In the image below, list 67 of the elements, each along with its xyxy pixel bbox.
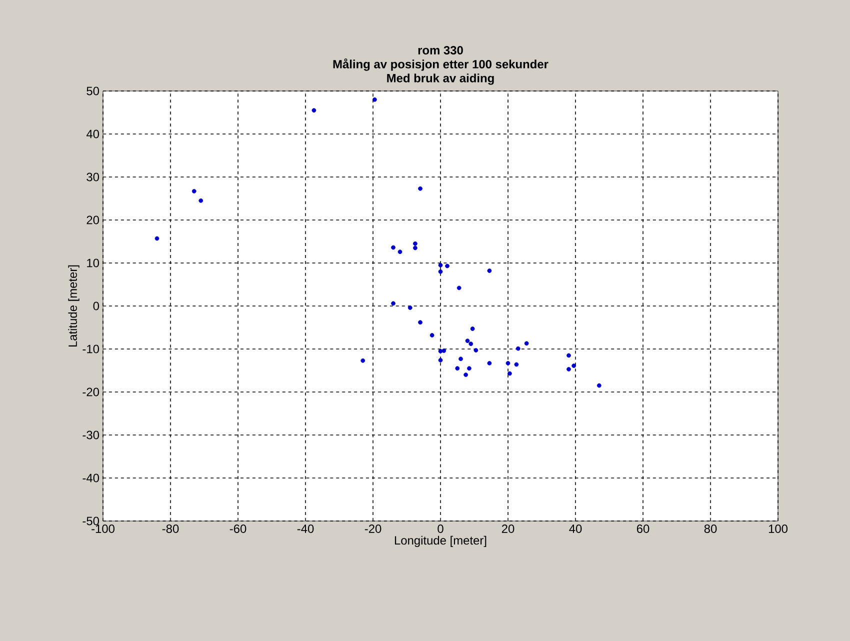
- point: [458, 356, 463, 362]
- point: [596, 383, 602, 388]
- chart-title: rom 330: [418, 46, 463, 55]
- point: [442, 348, 446, 353]
- point: [566, 353, 571, 358]
- point: [524, 341, 529, 346]
- x-tick-label: -100: [92, 524, 114, 533]
- point: [438, 348, 443, 354]
- point: [430, 333, 434, 338]
- point: [418, 186, 422, 191]
- point: [508, 371, 512, 376]
- point: [372, 97, 377, 102]
- y-tick-label: 40: [86, 130, 100, 138]
- point: [566, 367, 571, 372]
- x-tick-label: -40: [297, 524, 314, 533]
- point: [464, 372, 468, 377]
- x-tick-label: 100: [768, 524, 788, 533]
- point: [413, 241, 418, 246]
- y-tick-label: -40: [82, 474, 100, 482]
- x-tick-label: -80: [162, 524, 179, 533]
- point: [487, 360, 492, 366]
- y-tick-label: 30: [86, 172, 100, 182]
- y-tick-label: 10: [87, 258, 100, 268]
- point: [413, 246, 418, 250]
- point: [360, 358, 366, 363]
- x-tick-label: 20: [502, 524, 514, 533]
- point: [438, 269, 443, 274]
- x-axis-title: Longitude [meter]: [394, 536, 486, 547]
- y-tick-label: -30: [82, 430, 100, 440]
- point: [445, 264, 450, 268]
- x-tick-label: 40: [569, 524, 582, 533]
- point: [192, 188, 196, 194]
- point: [455, 366, 460, 371]
- point: [408, 306, 412, 310]
- point: [312, 108, 316, 113]
- point: [154, 236, 160, 241]
- point: [572, 364, 576, 368]
- point: [391, 245, 396, 250]
- y-axis-title: Latitude [meter]: [68, 265, 80, 347]
- point: [398, 250, 402, 254]
- y-tick-label: -50: [82, 516, 100, 526]
- point: [465, 338, 470, 344]
- point: [438, 262, 443, 268]
- x-tick-label: -20: [364, 524, 382, 533]
- x-tick-label: 80: [704, 524, 717, 533]
- y-tick-label: 50: [86, 86, 100, 96]
- point: [198, 198, 204, 203]
- y-tick-label: -20: [82, 388, 100, 396]
- point: [487, 268, 492, 273]
- point: [506, 360, 510, 366]
- x-tick-label: -60: [230, 524, 246, 533]
- point: [470, 326, 475, 331]
- y-tick-label: -10: [82, 344, 100, 354]
- point: [456, 286, 462, 290]
- point: [468, 342, 474, 346]
- point: [391, 301, 396, 306]
- point: [418, 320, 422, 325]
- y-tick-label: 20: [86, 216, 100, 224]
- x-tick-label: 60: [636, 524, 650, 533]
- point: [467, 366, 472, 371]
- point: [474, 348, 478, 352]
- point: [516, 346, 520, 351]
- x-tick-label: 0: [438, 524, 444, 533]
- y-tick-label: 0: [93, 302, 100, 310]
- point: [438, 358, 443, 362]
- chart-subtitle: Måling av posisjon etter 100 sekunder Med bruk av aiding: [333, 58, 548, 85]
- point: [514, 362, 519, 367]
